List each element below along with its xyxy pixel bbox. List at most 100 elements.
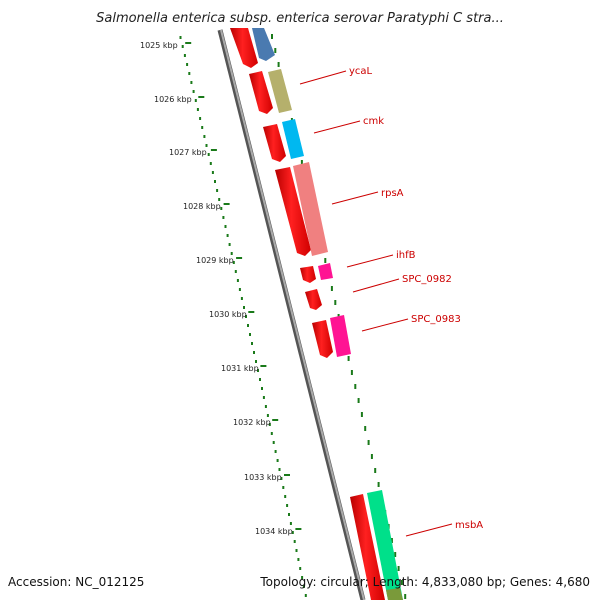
ruler-dot xyxy=(266,414,269,417)
ruler-dot xyxy=(282,486,285,489)
track-tick xyxy=(347,356,350,361)
label-leader-line xyxy=(405,523,453,537)
cds-feature[interactable] xyxy=(263,124,286,162)
ruler-dot xyxy=(209,162,212,165)
gene-feature-msbA[interactable] xyxy=(367,490,403,600)
ruler-major-tick xyxy=(272,419,279,421)
cds-feature[interactable] xyxy=(249,71,273,114)
gene-label-msbA[interactable]: msbA xyxy=(455,520,483,531)
ruler-dot xyxy=(207,153,210,156)
track-tick xyxy=(324,258,327,263)
ruler-major-tick xyxy=(223,203,230,205)
ruler-major-tick xyxy=(198,96,205,98)
ruler-dot xyxy=(179,36,182,39)
ruler-dot xyxy=(302,585,305,588)
gene-label-SPC_0982[interactable]: SPC_0982 xyxy=(402,274,452,285)
cds-feature[interactable] xyxy=(305,289,322,310)
ruler-dot xyxy=(270,432,273,435)
ruler-dot xyxy=(289,522,292,525)
track-tick xyxy=(364,426,367,431)
ruler-dot xyxy=(216,189,219,192)
ruler-dot xyxy=(234,270,237,273)
track-tick xyxy=(300,160,303,165)
gene-label-rpsA[interactable]: rpsA xyxy=(381,188,404,199)
track-tick xyxy=(397,566,400,571)
ruler-dot xyxy=(201,126,204,129)
gene-feature-rpsA[interactable] xyxy=(293,162,328,256)
cds-feature[interactable] xyxy=(312,320,333,358)
ruler-label: 1033 kbp xyxy=(244,473,282,482)
cds-feature[interactable] xyxy=(300,266,316,283)
gene-feature-cmk[interactable] xyxy=(282,119,304,159)
ruler-dot xyxy=(301,576,304,579)
gene-track xyxy=(252,28,403,600)
ruler-dot xyxy=(205,144,208,147)
gene-label-SPC_0983[interactable]: SPC_0983 xyxy=(411,314,461,325)
ruler-dot xyxy=(236,279,239,282)
ruler-dot xyxy=(274,450,277,453)
ruler-dot xyxy=(214,180,216,183)
ruler-dot xyxy=(264,405,267,408)
ruler-dot xyxy=(186,63,189,66)
ruler-label: 1031 kbp xyxy=(221,364,259,373)
ruler-dot xyxy=(259,378,261,381)
cds-feature[interactable] xyxy=(350,494,385,600)
ruler-label: 1034 kbp xyxy=(255,527,293,536)
gene-label-ihfB[interactable]: ihfB xyxy=(396,250,416,261)
ruler-dot xyxy=(228,243,231,246)
ruler-dot xyxy=(251,342,253,345)
ruler-label: 1027 kbp xyxy=(169,148,207,157)
track-tick xyxy=(367,440,370,445)
track-tick xyxy=(394,552,397,557)
track-tick xyxy=(360,412,363,417)
gene-feature-SPC_0983[interactable] xyxy=(330,315,351,357)
ruler-dot xyxy=(295,549,298,552)
label-leader-line xyxy=(346,254,394,268)
cds-feature[interactable] xyxy=(230,28,258,68)
ruler-label: 1032 kbp xyxy=(233,418,271,427)
ruler-dot xyxy=(293,540,296,543)
position-ruler xyxy=(179,36,307,597)
gene-labels: ycaL cmk rpsA ihfB SPC_0982 SPC_0983 msb… xyxy=(299,66,483,537)
ruler-dot xyxy=(247,324,249,327)
track-tick xyxy=(274,48,277,53)
ruler-label: 1028 kbp xyxy=(183,202,221,211)
track-tick xyxy=(350,370,353,375)
track-tick xyxy=(374,468,377,473)
ruler-dot xyxy=(297,558,300,561)
ruler-dot xyxy=(224,225,227,228)
ruler-dot xyxy=(291,531,294,534)
ruler-dot xyxy=(288,513,290,516)
ruler-labels: 1025 kbp 1026 kbp 1027 kbp 1028 kbp 1029… xyxy=(140,41,293,536)
cds-feature[interactable] xyxy=(275,167,311,256)
ruler-dot xyxy=(262,396,265,399)
ruler-dot xyxy=(226,234,229,237)
ruler-dot xyxy=(253,351,255,354)
genome-backbone-highlight xyxy=(220,29,365,600)
ruler-dot xyxy=(286,504,289,507)
gene-label-ycaL[interactable]: ycaL xyxy=(349,66,373,77)
ruler-dot xyxy=(181,45,184,48)
track-tick xyxy=(370,454,373,459)
ruler-dot xyxy=(188,72,191,75)
gene-feature-upstream[interactable] xyxy=(252,28,275,61)
gene-feature-downstream[interactable] xyxy=(386,588,403,600)
ruler-dot xyxy=(238,288,241,291)
ruler-dot xyxy=(272,441,275,444)
track-tick xyxy=(400,580,403,585)
track-tick xyxy=(334,300,337,305)
gene-label-cmk[interactable]: cmk xyxy=(363,116,384,127)
ruler-dot xyxy=(220,207,223,210)
label-leader-line xyxy=(352,278,400,293)
track-tick xyxy=(390,538,393,543)
ruler-dot xyxy=(243,306,245,309)
gene-feature-ycaL[interactable] xyxy=(268,69,292,113)
ruler-dot xyxy=(190,81,193,84)
ruler-dot xyxy=(183,54,186,57)
ruler-dot xyxy=(199,117,202,120)
track-tick xyxy=(330,286,333,291)
gene-feature-ihfB[interactable] xyxy=(318,263,333,280)
ruler-dot xyxy=(240,297,243,300)
label-leader-line xyxy=(361,318,409,332)
